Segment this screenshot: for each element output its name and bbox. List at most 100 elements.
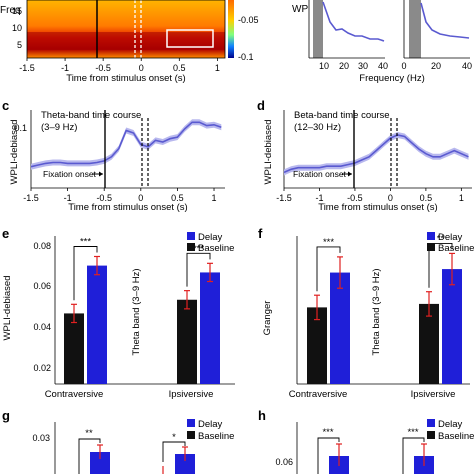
- legend-delay-label: Delay: [438, 232, 463, 243]
- spectra-xtick: 40: [378, 61, 388, 71]
- legend-delay-swatch: [427, 232, 435, 240]
- panel-letter: d: [257, 98, 265, 113]
- legend-baseline-swatch: [427, 243, 435, 251]
- panel-e-band-label: Theta band (3–9 Hz): [131, 268, 142, 355]
- panel-c-xtick-tick-label: 0: [138, 193, 143, 203]
- spectra-panel: WP 10 20 30 40 0 20 40 Frequency (Hz): [292, 0, 472, 84]
- legend-delay-swatch: [427, 419, 435, 427]
- panel-d-xtick-tick-label: 0: [388, 193, 393, 203]
- heatmap-colorbar-tick: -0.05: [238, 15, 259, 25]
- significance-bracket: [428, 242, 453, 288]
- panel-g-ytick: 0.03: [32, 433, 50, 443]
- panel-c-xtick-tick-label: -1: [64, 193, 72, 203]
- bar-delay: [442, 269, 462, 384]
- legend-delay-swatch: [187, 232, 195, 240]
- panel-d-title: Beta-band time course: [294, 110, 390, 121]
- panel-d-subtitle: (12–30 Hz): [294, 122, 341, 133]
- heatmap-dark-region: [27, 32, 225, 50]
- heatmap-roi-box: [166, 29, 214, 48]
- bar-delay: [330, 272, 350, 384]
- significance-stars: ***: [323, 237, 334, 248]
- spectra-xtick: 20: [339, 61, 349, 71]
- significance-stars: ***: [80, 236, 91, 247]
- legend-baseline-swatch: [427, 431, 435, 439]
- legend-baseline-label: Baseline: [198, 431, 234, 442]
- legend-baseline-swatch: [187, 243, 195, 251]
- panel-d-xtick-tick-label: -0.5: [347, 193, 363, 203]
- significance-bracket: [73, 246, 98, 301]
- bar-delay: [90, 452, 110, 474]
- significance-bracket: [316, 246, 341, 292]
- significance-stars: **: [85, 428, 93, 439]
- significance-stars: *: [172, 432, 176, 443]
- panel-d: d WPLI-debiased Beta-band time course (1…: [257, 98, 472, 213]
- panel-c: c WPLI-debiased 0.1 Theta-band time cour…: [2, 98, 225, 213]
- panel-h: h 0.06 *** *** Delay Baseline: [258, 408, 474, 474]
- legend-delay-label: Delay: [438, 419, 463, 430]
- panel-d-arrowhead: [348, 171, 352, 177]
- bar-baseline: [177, 299, 197, 384]
- panel-h-ytick: 0.06: [275, 457, 293, 467]
- bar-baseline: [419, 303, 439, 384]
- heatmap-xtick-tick-label: 0.5: [173, 63, 186, 73]
- panel-e-bars: *** ***: [64, 236, 220, 384]
- panel-c-ylabel: WPLI-debiased: [9, 120, 20, 185]
- panel-f-bars: *** **: [307, 233, 462, 384]
- heatmap-colorbar-tick: -0.1: [238, 52, 254, 62]
- panel-d-xtick-tick-label: 0.5: [420, 193, 433, 203]
- panel-e-ytick: 0.08: [33, 241, 51, 251]
- legend-baseline-label: Baseline: [438, 243, 474, 254]
- panel-e: e WPLI-debiased 0.08 0.06 0.04 0.02 ****…: [2, 226, 235, 400]
- significance-stars: **: [437, 233, 445, 244]
- significance-stars: ***: [322, 427, 333, 438]
- heatmap-ytick: 5: [17, 40, 22, 50]
- heatmap-xtick-tick-label: 0: [139, 63, 144, 73]
- panel-e-category: Contraversive: [45, 389, 104, 400]
- significance-bracket: [317, 437, 340, 474]
- panel-e-category: Ipsiversive: [169, 389, 214, 400]
- significance-stars: ***: [193, 243, 204, 254]
- heatmap-xtick-tick-label: 1: [215, 63, 220, 73]
- legend-baseline-swatch: [187, 431, 195, 439]
- panel-e-ytick: 0.06: [33, 281, 51, 291]
- panel-d-xlabel: Time from stimulus onset (s): [318, 202, 437, 213]
- bar-delay: [200, 272, 220, 384]
- heatmap-ytick: 10: [12, 23, 22, 33]
- heatmap-xticks: -1.5 -1 -0.5 0 0.5 1: [19, 58, 220, 73]
- panel-f-band-label: Theta band (3–9 Hz): [371, 268, 382, 355]
- spectra-xtick: 10: [319, 61, 329, 71]
- panel-c-arrowhead: [99, 171, 103, 177]
- panel-d-ylabel: WPLI-debiased: [263, 120, 274, 185]
- panel-c-title: Theta-band time course: [41, 110, 141, 121]
- panel-c-xtick-tick-label: 1: [212, 193, 217, 203]
- panel-d-error-band: [284, 132, 469, 176]
- panel-letter: h: [258, 408, 266, 423]
- panel-d-xtick-tick-label: -1: [315, 193, 323, 203]
- heatmap-xtick-tick-label: -0.5: [95, 63, 111, 73]
- spectra-xtick: 30: [358, 61, 368, 71]
- heatmap-xlabel: Time from stimulus onset (s): [66, 73, 185, 84]
- panel-c-xtick-tick-label: -1.5: [23, 193, 39, 203]
- panel-f: f Granger *** ** Theta band (3–9 Hz) Cont…: [258, 226, 474, 400]
- panel-e-ylabel: WPLI-debiased: [2, 276, 13, 341]
- panel-d-xtick-tick-label: -1.5: [276, 193, 292, 203]
- panel-e-ytick: 0.02: [33, 363, 51, 373]
- panel-g: g 0.03 ** * Delay Baseline: [2, 408, 234, 474]
- spectra-xtick: 20: [431, 61, 441, 71]
- heatmap-colorbar: [228, 0, 234, 58]
- panel-letter: g: [2, 408, 10, 423]
- spectra-xtick: 0: [401, 61, 406, 71]
- significance-bracket: [78, 438, 101, 474]
- panel-letter: e: [2, 226, 9, 241]
- spectra-line-2: [420, 2, 470, 39]
- heatmap-xtick-tick-label: -1: [61, 63, 69, 73]
- panel-d-xticks: -1.5 -1 -0.5 0 0.5 1: [276, 188, 464, 203]
- spectra-xtick: 40: [462, 61, 472, 71]
- heatmap-frame: [26, 0, 226, 59]
- heatmap-xtick-tick-label: -1.5: [19, 63, 35, 73]
- bar-delay: [175, 454, 195, 474]
- panel-f-category: Ipsiversive: [411, 389, 456, 400]
- panel-c-xticks: -1.5 -1 -0.5 0 0.5 1: [23, 188, 217, 203]
- spectra-ylabel: WP: [292, 4, 308, 15]
- heatmap-panel: Freq 15 10 5 -1.5 -1 -0.5 0 0.5 1 Time from s…: [0, 0, 259, 84]
